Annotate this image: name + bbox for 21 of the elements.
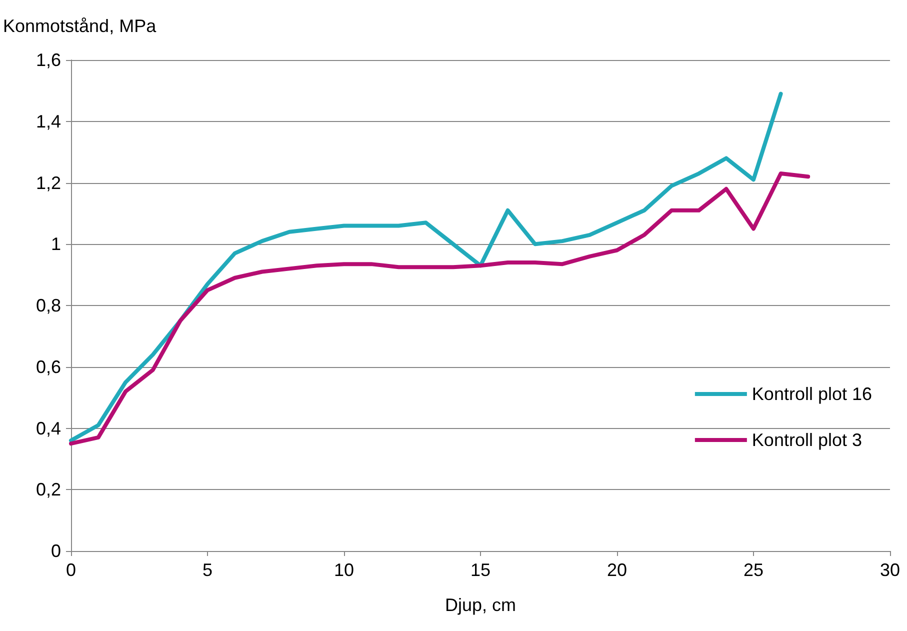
x-tick-label: 20 bbox=[606, 560, 628, 580]
y-tick-label: 1,6 bbox=[36, 50, 61, 70]
x-tick-label: 10 bbox=[334, 560, 354, 580]
x-tick-label: 15 bbox=[470, 560, 491, 580]
x-tick-label: 5 bbox=[202, 560, 213, 580]
y-tick-label: 1,2 bbox=[36, 172, 61, 193]
x-axis-title: Djup, cm bbox=[444, 595, 516, 615]
y-axis-title: Konmotstånd, MPa bbox=[3, 16, 158, 36]
y-tick-label: 0,6 bbox=[36, 356, 61, 377]
x-tick-label: 30 bbox=[880, 560, 900, 580]
legend-label: Kontroll plot 16 bbox=[752, 384, 872, 404]
y-tick-label: 0 bbox=[50, 541, 61, 561]
y-tick-label: 0,8 bbox=[36, 296, 61, 316]
x-tick-label: 25 bbox=[743, 560, 764, 580]
y-tick-label: 0,4 bbox=[36, 418, 61, 438]
x-tick-label: 0 bbox=[66, 560, 76, 580]
y-tick-label: 0,2 bbox=[36, 480, 61, 500]
y-tick-label: 1 bbox=[50, 234, 61, 254]
line-series bbox=[69, 172, 810, 446]
legend-label: Kontroll plot 3 bbox=[752, 430, 862, 450]
y-tick-label: 1,4 bbox=[36, 111, 61, 132]
